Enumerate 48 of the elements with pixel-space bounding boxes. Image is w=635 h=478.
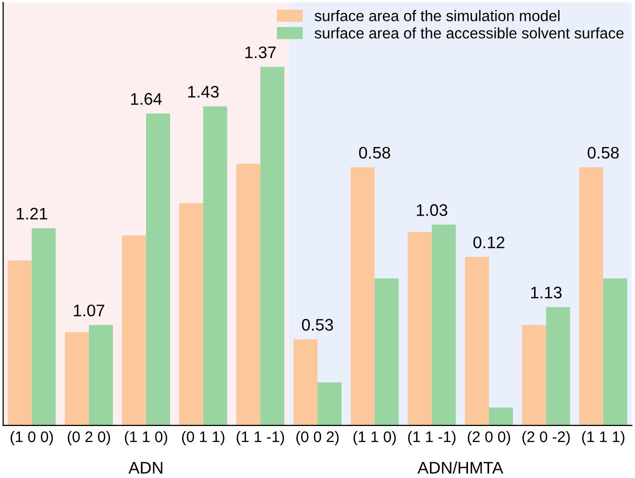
x-tick-label: (1 0 0)	[10, 430, 53, 446]
bar	[236, 164, 260, 426]
bar	[374, 278, 399, 426]
annotation: 1.07	[74, 304, 104, 316]
bar	[88, 325, 113, 426]
annotation: 1.43	[188, 86, 219, 98]
bar	[122, 235, 146, 426]
annotation: 1.21	[16, 208, 48, 220]
x-tick-label: (1 1 1)	[582, 430, 624, 446]
bar	[464, 256, 489, 426]
bar	[579, 167, 604, 426]
band-label: ADN/HMTA	[418, 461, 504, 474]
legend-label: surface area of the simulation model	[314, 10, 560, 22]
annotation: 0.58	[359, 146, 390, 159]
annotation: 0.53	[302, 318, 333, 331]
bar	[260, 66, 284, 426]
annotation: 0.58	[588, 146, 619, 159]
annotation: 1.13	[531, 286, 562, 298]
x-tick-label: (0 1 1)	[182, 430, 224, 446]
x-tick-label: (1 1 -1)	[236, 430, 284, 446]
x-tick-label: (1 1 0)	[354, 430, 396, 446]
bar	[432, 224, 456, 426]
x-tick-label: (2 0 -2)	[522, 430, 570, 446]
x-tick-label: (0 0 2)	[296, 430, 339, 446]
bar	[603, 278, 628, 426]
x-tick-label: (2 0 0)	[468, 430, 510, 446]
text: 1.37	[245, 46, 276, 58]
annotation: 1.64	[131, 93, 162, 105]
bar	[408, 232, 432, 426]
legend-label: surface area of the accessible solvent surface	[314, 27, 624, 39]
x-tick-label: (0 2 0)	[68, 430, 110, 446]
bar	[64, 332, 89, 426]
annotation: 1.03	[416, 204, 448, 216]
bar	[546, 307, 570, 426]
bar	[488, 407, 513, 426]
bar	[8, 260, 32, 426]
x-tick-label: (1 1 -1)	[408, 430, 456, 446]
bar	[293, 339, 318, 426]
annotation: 0.12	[473, 236, 504, 248]
bar	[179, 203, 204, 426]
bar	[146, 114, 170, 426]
bar	[522, 325, 546, 426]
x-tick-label: (1 1 0)	[124, 430, 168, 446]
bar	[318, 382, 342, 426]
bar	[203, 106, 228, 426]
bar	[32, 228, 56, 426]
band-label: ADN	[128, 462, 162, 474]
bar	[350, 167, 375, 426]
